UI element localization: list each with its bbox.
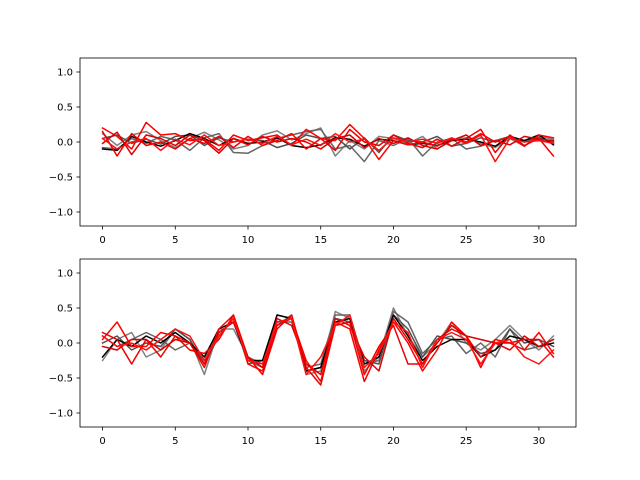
x-tick-label: 10 [242,436,255,447]
x-tick-label: 10 [242,235,255,246]
x-tick-label: 15 [314,235,327,246]
series-group [101,121,555,163]
y-tick-label: −1.0 [49,409,73,420]
y-tick-label: 1.0 [57,68,73,79]
series-group [101,307,555,386]
x-tick-label: 0 [99,235,105,246]
x-tick-label: 25 [460,235,473,246]
bottom-subplot: 0 5 10 15 20 25 30 −1.0 −0.5 0.0 0.5 1.0 [49,258,577,447]
x-tick-label: 25 [460,436,473,447]
y-tick-label: −0.5 [49,374,73,385]
series-line-3 [101,134,555,154]
series-line-7 [101,317,555,376]
y-tick-label: 0.5 [57,103,73,114]
series-line-6 [101,314,555,386]
series-line-7 [101,131,555,156]
x-tick-label: 5 [172,235,178,246]
y-tick-label: 0.0 [57,339,73,350]
x-tick-label: 15 [314,436,327,447]
y-tick-label: 0.5 [57,304,73,315]
y-tick-label: −1.0 [49,208,73,219]
y-tick-label: 1.0 [57,269,73,280]
x-tick-label: 20 [387,436,400,447]
x-tick-label: 30 [533,235,546,246]
x-tick-label: 20 [387,235,400,246]
series-line-8 [101,132,555,163]
top-subplot: 0 5 10 15 20 25 30 −1.0 −0.5 0.0 0.5 1.0 [49,57,577,246]
x-tick-label: 0 [99,436,105,447]
series-line-5 [101,314,555,383]
x-tick-label: 5 [172,436,178,447]
x-tick-label: 30 [533,436,546,447]
series-line-8 [101,314,555,376]
y-tick-label: 0.0 [57,138,73,149]
y-tick-label: −0.5 [49,173,73,184]
